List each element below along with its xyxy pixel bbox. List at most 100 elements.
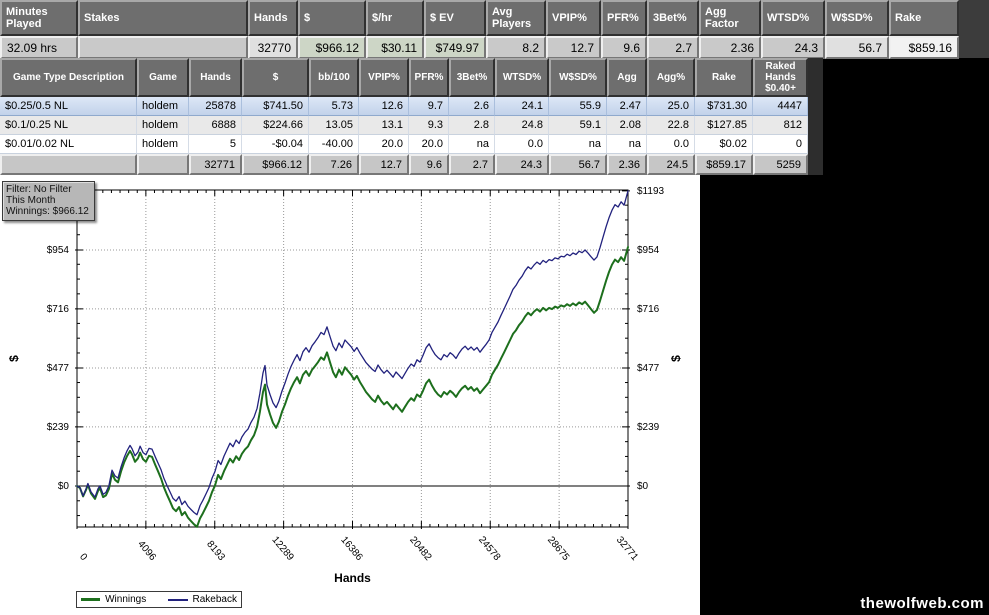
game-table-totals-cell: 5259 (753, 154, 808, 175)
game-table-cell: 2.8 (449, 116, 495, 135)
game-table-header-cell[interactable]: Game (137, 58, 189, 97)
y-tick-label-right: $477 (637, 363, 660, 374)
x-axis-title: Hands (334, 571, 371, 585)
x-tick-label: 0 (77, 552, 89, 564)
game-table-totals-cell: 24.5 (647, 154, 695, 175)
summary-header-cell: Minutes Played (0, 0, 78, 36)
summary-header-cell: $/hr (366, 0, 424, 36)
game-table-cell: holdem (137, 135, 189, 154)
game-table-header-cell[interactable]: Agg% (647, 58, 695, 97)
game-table-header-cell[interactable]: PFR% (409, 58, 449, 97)
game-type-table: Game Type Description Game Hands $ bb/100 VPI… (0, 58, 823, 175)
game-table-header-cell[interactable]: 3Bet% (449, 58, 495, 97)
y-tick-label-left: $477 (47, 363, 70, 374)
game-table-cell: 13.05 (309, 116, 359, 135)
tooltip-filter-line: Filter: No Filter (6, 184, 72, 195)
summary-header-cell: Agg Factor (699, 0, 761, 36)
summary-header-cell: $ EV (424, 0, 486, 36)
game-table-totals-row: 32771 $966.12 7.26 12.7 9.6 2.7 24.3 56.7 2.36 24… (0, 154, 808, 175)
summary-value-cell: $30.11 (366, 36, 424, 59)
game-table-cell: $224.66 (242, 116, 309, 135)
game-table-cell: 55.9 (549, 97, 607, 116)
game-table-cell: holdem (137, 97, 189, 116)
summary-value-cell: 2.7 (647, 36, 699, 59)
summary-header-cell: W$SD% (825, 0, 889, 36)
game-table-cell: 0 (753, 135, 808, 154)
game-table-row[interactable]: $0.25/0.5 NL holdem 25878 $741.50 5.73 12.6 9.… (0, 97, 808, 116)
game-table-header-cell[interactable]: WTSD% (495, 58, 549, 97)
summary-value-cell: 32770 (248, 36, 298, 59)
y-axis-title-left: $ (7, 355, 21, 362)
game-table-header-cell[interactable]: Raked Hands $0.40+ (753, 58, 808, 97)
game-table-totals-cell: 2.36 (607, 154, 647, 175)
winnings-line-swatch (81, 598, 101, 601)
game-table-header-cell[interactable]: VPIP% (359, 58, 409, 97)
game-table-cell: 0.0 (647, 135, 695, 154)
summary-header-cell: PFR% (601, 0, 647, 36)
game-table-totals-cell: 56.7 (549, 154, 607, 175)
summary-header-cell: Hands (248, 0, 298, 36)
y-tick-label-right: $0 (637, 481, 649, 492)
game-table-cell: 12.6 (359, 97, 409, 116)
game-table-cell: 13.1 (359, 116, 409, 135)
summary-value-cell: $859.16 (889, 36, 959, 59)
x-tick-label: 32771 (614, 535, 641, 564)
game-table-cell: 25.0 (647, 97, 695, 116)
game-table-cell: $0.02 (695, 135, 753, 154)
x-tick-label: 28675 (545, 535, 572, 564)
summary-header-cell: Stakes (78, 0, 248, 36)
x-tick-label: 16386 (338, 535, 365, 564)
filter-tooltip: Filter: No Filter This Month Winnings: $… (2, 181, 95, 221)
game-table-cell: $731.30 (695, 97, 753, 116)
game-table-cell: 5.73 (309, 97, 359, 116)
summary-value-cell: 12.7 (546, 36, 601, 59)
game-table-totals-cell: $966.12 (242, 154, 309, 175)
game-table-header-cell[interactable]: Agg (607, 58, 647, 97)
game-table-totals-cell: 24.3 (495, 154, 549, 175)
game-table-cell: 20.0 (409, 135, 449, 154)
game-table-cell: na (549, 135, 607, 154)
winnings-chart: 0 4096 8193 12289 16386 20482 24578 28675 32771 $… (7, 186, 683, 585)
summary-value-cell: $966.12 (298, 36, 366, 59)
game-table-row[interactable]: $0.01/0.02 NL holdem 5 -$0.04 -40.00 20.0 20.0… (0, 135, 808, 154)
game-table-row[interactable]: $0.1/0.25 NL holdem 6888 $224.66 13.05 13.1 9.… (0, 116, 808, 135)
game-table-cell: 24.8 (495, 116, 549, 135)
summary-header-cell: VPIP% (546, 0, 601, 36)
y-tick-label-right: $1193 (637, 186, 665, 197)
game-table-header-cell[interactable]: W$SD% (549, 58, 607, 97)
y-axis-title-right: $ (669, 355, 683, 362)
game-table-cell: na (449, 135, 495, 154)
x-tick-label: 4096 (135, 539, 158, 563)
rakeback-line (76, 190, 629, 516)
game-table-header-cell[interactable]: $ (242, 58, 309, 97)
summary-value-cell (78, 36, 248, 59)
y-tick-label-right: $954 (637, 245, 660, 256)
rakeback-line-swatch (168, 598, 188, 601)
chart-legend: Winnings Rakeback (76, 591, 242, 608)
winnings-line (76, 246, 629, 528)
game-table-totals-cell: 12.7 (359, 154, 409, 175)
summary-value-cell: 2.36 (699, 36, 761, 59)
summary-header-cell: 3Bet% (647, 0, 699, 36)
game-table-cell: $0.01/0.02 NL (0, 135, 137, 154)
session-summary-table: Minutes Played Stakes Hands $ $/hr $ EV Avg Pl… (0, 0, 989, 59)
summary-value-cell: $749.97 (424, 36, 486, 59)
watermark: thewolfweb.com (860, 595, 984, 612)
game-table-cell: $127.85 (695, 116, 753, 135)
game-table-cell: 22.8 (647, 116, 695, 135)
summary-header-cell: $ (298, 0, 366, 36)
game-table-cell: 5 (189, 135, 242, 154)
y-tick-label-right: $716 (637, 304, 660, 315)
game-table-header-cell[interactable]: bb/100 (309, 58, 359, 97)
y-tick-label-right: $239 (637, 422, 660, 433)
game-table-header-cell[interactable]: Hands (189, 58, 242, 97)
game-table-totals-cell (137, 154, 189, 175)
summary-value-cell: 9.6 (601, 36, 647, 59)
y-tick-label-left: $954 (47, 245, 70, 256)
summary-header-cell: Rake (889, 0, 959, 36)
game-table-cell: 2.6 (449, 97, 495, 116)
game-table-header-cell[interactable]: Rake (695, 58, 753, 97)
game-table-header-cell[interactable]: Game Type Description (0, 58, 137, 97)
game-table-cell: na (607, 135, 647, 154)
